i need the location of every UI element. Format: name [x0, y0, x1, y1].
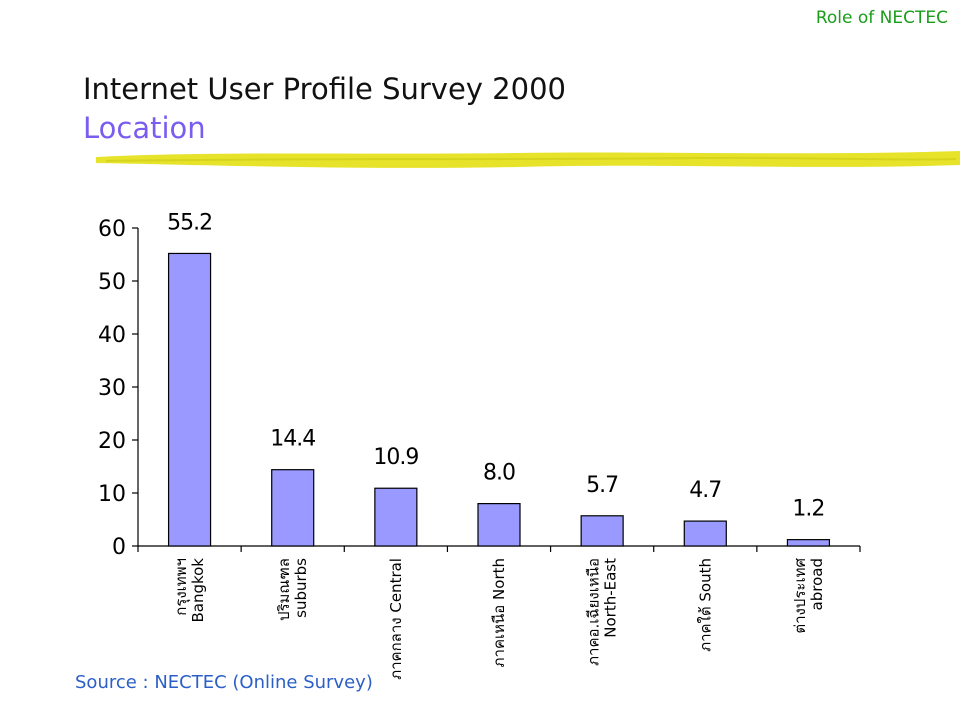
- page-subtitle: Location: [83, 111, 206, 145]
- value-label: 14.4: [270, 427, 315, 452]
- bar: [167, 252, 212, 547]
- y-tick-label: 10: [98, 482, 126, 507]
- y-tick-label: 50: [98, 270, 126, 295]
- bar: [374, 487, 418, 547]
- bar: [786, 539, 831, 547]
- category-label: ภาคอ.เฉียงเหนือ North-East: [585, 558, 620, 666]
- category-label-line: Bangkok: [189, 558, 207, 623]
- category-label-line: abroad: [808, 558, 826, 610]
- category-label-line: suburbs: [292, 558, 310, 618]
- y-tick-label: 40: [98, 323, 126, 348]
- category-label: ภาคกลาง Central: [387, 558, 405, 680]
- category-label-line: ภาคใต้ South: [696, 558, 714, 652]
- value-label: 8.0: [483, 461, 515, 486]
- category-label-line: ภาคอ.เฉียงเหนือ: [585, 558, 603, 666]
- y-tick-label: 30: [98, 376, 126, 401]
- value-label: 4.7: [689, 478, 721, 503]
- y-tick-label: 0: [112, 535, 126, 560]
- category-label-line: ภาคกลาง Central: [387, 558, 405, 680]
- category-label: กรุงเทพฯ Bangkok: [172, 558, 207, 623]
- category-label: ต่างประเทศ abroad: [791, 558, 826, 634]
- category-label-line: North-East: [602, 558, 620, 638]
- value-label: 55.2: [167, 210, 212, 235]
- category-label: ภาคใต้ South: [696, 558, 714, 652]
- category-label-line: ภาคเหนือ North: [490, 558, 508, 667]
- value-label: 5.7: [586, 473, 618, 498]
- bar: [580, 515, 624, 547]
- page-title: Internet User Profile Survey 2000: [83, 72, 566, 106]
- decorative-underline: [96, 151, 960, 168]
- y-tick-label: 20: [98, 429, 126, 454]
- y-tick-label: 60: [98, 217, 126, 242]
- category-label-line: กรุงเทพฯ: [172, 558, 191, 616]
- bar: [477, 503, 521, 547]
- bar: [271, 469, 315, 547]
- category-label: ภาคเหนือ North: [490, 558, 508, 667]
- source-note: Source : NECTEC (Online Survey): [75, 672, 373, 693]
- value-label: 1.2: [792, 497, 824, 522]
- category-label-line: ปริมณฑล: [275, 558, 293, 621]
- value-label: 10.9: [373, 445, 418, 470]
- section-label: Role of NECTEC: [815, 8, 948, 28]
- category-label: ปริมณฑล suburbs: [275, 558, 310, 621]
- bar: [683, 520, 727, 547]
- category-label-line: ต่างประเทศ: [791, 558, 809, 634]
